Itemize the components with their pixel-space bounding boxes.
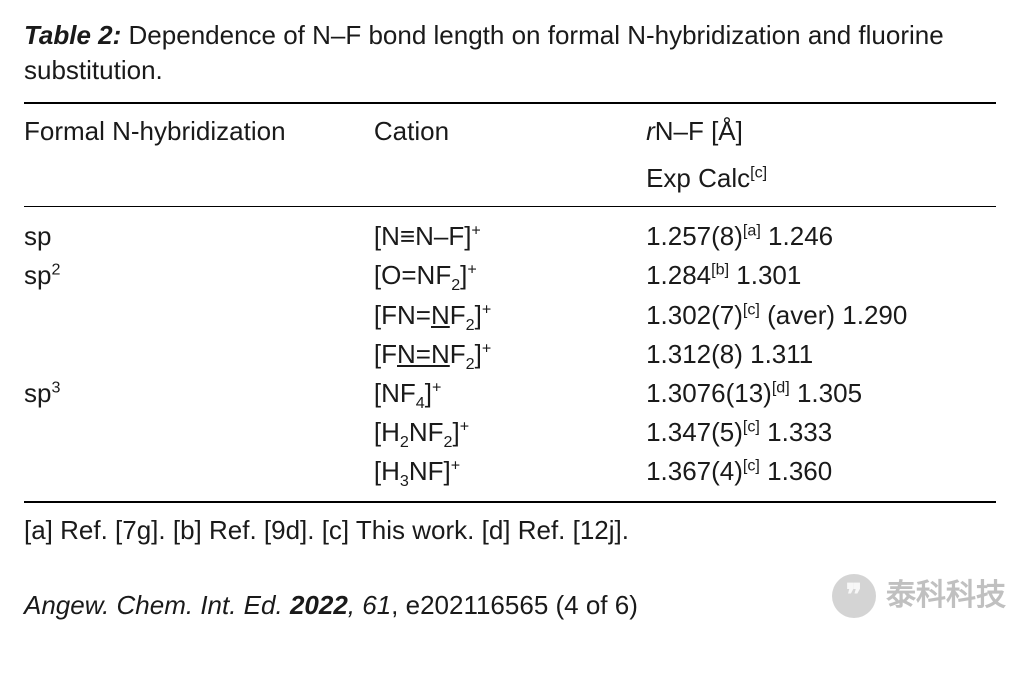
cell-hybridization: sp bbox=[24, 207, 374, 257]
table-row: sp2[O=NF2]+1.284[b] 1.301 bbox=[24, 256, 996, 295]
cell-value: 1.302(7)[c] (aver) 1.290 bbox=[646, 296, 996, 335]
col-header-expcalc-text: Exp Calc bbox=[646, 163, 750, 193]
blank-cell bbox=[24, 151, 374, 207]
citation-rest: , e202116565 (4 of 6) bbox=[391, 590, 638, 620]
cell-hybridization bbox=[24, 413, 374, 452]
col-header-cation: Cation bbox=[374, 103, 646, 151]
table-footnotes: [a] Ref. [7g]. [b] Ref. [9d]. [c] This w… bbox=[24, 503, 996, 548]
cell-hybridization bbox=[24, 296, 374, 335]
cell-hybridization: sp2 bbox=[24, 256, 374, 295]
table-row: [FN=NF2]+1.302(7)[c] (aver) 1.290 bbox=[24, 296, 996, 335]
citation-volume: 61 bbox=[362, 590, 391, 620]
table-row: [H3NF]+1.367(4)[c] 1.360 bbox=[24, 452, 996, 502]
col-header-hybridization: Formal N-hybridization bbox=[24, 103, 374, 151]
cell-cation: [H3NF]+ bbox=[374, 452, 646, 502]
table-caption-label: Table 2: bbox=[24, 20, 121, 50]
cell-cation: [O=NF2]+ bbox=[374, 256, 646, 295]
cell-cation: [H2NF2]+ bbox=[374, 413, 646, 452]
citation-sep1: , bbox=[348, 590, 362, 620]
table-row: sp3[NF4]+1.3076(13)[d] 1.305 bbox=[24, 374, 996, 413]
col-header-rnf: rN–F [Å] bbox=[646, 103, 996, 151]
cell-value: 1.284[b] 1.301 bbox=[646, 256, 996, 295]
cell-hybridization bbox=[24, 452, 374, 502]
cell-value: 1.312(8) 1.311 bbox=[646, 335, 996, 374]
cell-cation: [FN=NF2]+ bbox=[374, 296, 646, 335]
table-row: sp[N≡N–F]+1.257(8)[a] 1.246 bbox=[24, 207, 996, 257]
cell-value: 1.257(8)[a] 1.246 bbox=[646, 207, 996, 257]
citation-journal: Angew. Chem. Int. Ed. bbox=[24, 590, 283, 620]
cell-cation: [FN=NF2]+ bbox=[374, 335, 646, 374]
cell-value: 1.347(5)[c] 1.333 bbox=[646, 413, 996, 452]
col-header-expcalc: Exp Calc[c] bbox=[646, 151, 996, 207]
col-header-r-italic: r bbox=[646, 116, 655, 146]
col-header-expcalc-sup: [c] bbox=[750, 164, 767, 182]
blank-cell bbox=[374, 151, 646, 207]
citation-line: Angew. Chem. Int. Ed. 2022, 61, e2021165… bbox=[24, 588, 996, 623]
cell-hybridization bbox=[24, 335, 374, 374]
data-table: Formal N-hybridization Cation rN–F [Å] E… bbox=[24, 102, 996, 503]
citation-year: 2022 bbox=[290, 590, 348, 620]
col-header-rnf-rest: N–F [Å] bbox=[655, 116, 743, 146]
table-caption: Table 2: Dependence of N–F bond length o… bbox=[24, 18, 996, 88]
cell-cation: [NF4]+ bbox=[374, 374, 646, 413]
cell-cation: [N≡N–F]+ bbox=[374, 207, 646, 257]
table-row: [FN=NF2]+1.312(8) 1.311 bbox=[24, 335, 996, 374]
cell-hybridization: sp3 bbox=[24, 374, 374, 413]
table-row: [H2NF2]+1.347(5)[c] 1.333 bbox=[24, 413, 996, 452]
table-header-row: Formal N-hybridization Cation rN–F [Å] bbox=[24, 103, 996, 151]
table-caption-text: Dependence of N–F bond length on formal … bbox=[24, 20, 944, 85]
table-header-row-2: Exp Calc[c] bbox=[24, 151, 996, 207]
cell-value: 1.3076(13)[d] 1.305 bbox=[646, 374, 996, 413]
cell-value: 1.367(4)[c] 1.360 bbox=[646, 452, 996, 502]
